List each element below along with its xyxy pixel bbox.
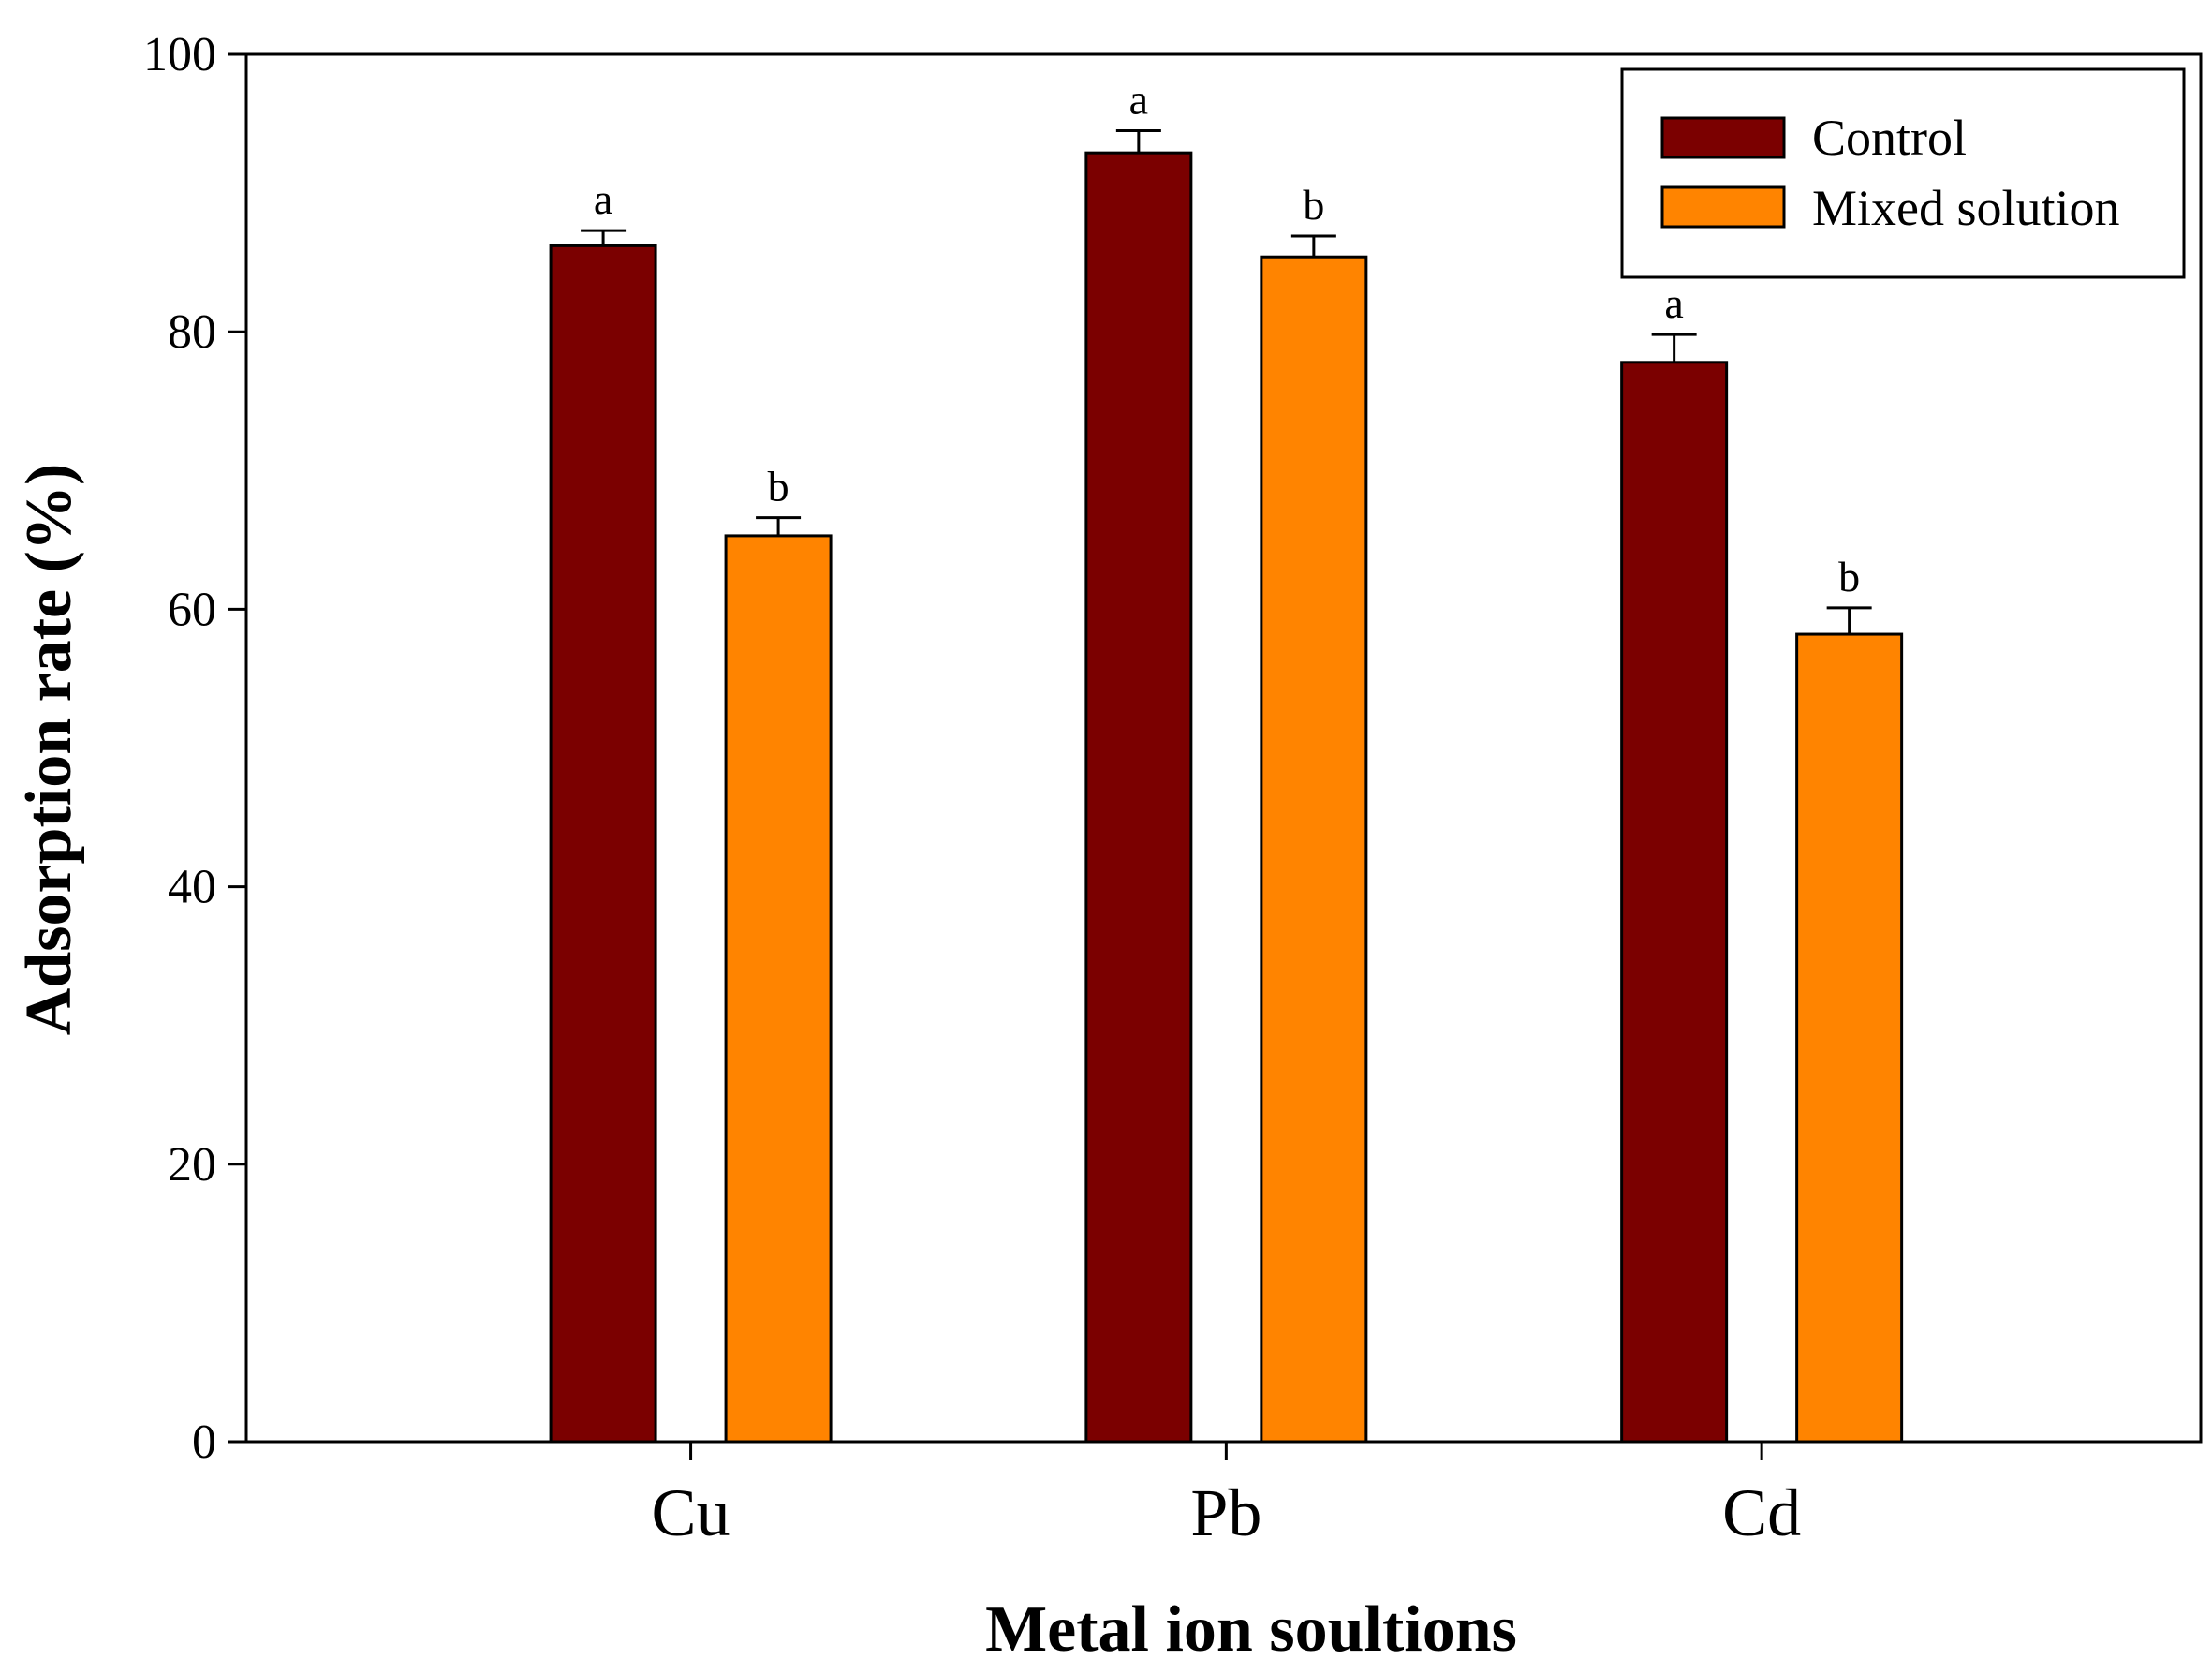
bar-control-cu	[549, 244, 657, 1444]
bar-control-cd	[1620, 361, 1729, 1444]
legend-box	[1620, 67, 2186, 279]
bar-control-pb	[1084, 151, 1193, 1444]
legend-swatch-control	[1660, 116, 1786, 159]
y-axis-ticks: 0 20 40 60 80 100	[143, 28, 246, 1469]
y-axis-title: Adsorption rate (%)	[13, 464, 85, 1035]
x-tick-label-pb: Pb	[1190, 1475, 1261, 1550]
x-axis-title: Metal ion soultions	[985, 1593, 1517, 1666]
bar-series: a b a b a b	[549, 75, 1904, 1444]
significance-label-mixed-solution-cu: b	[768, 463, 789, 511]
x-tick-label-cu: Cu	[652, 1475, 730, 1550]
significance-label-control-cu: a	[594, 175, 612, 223]
y-tick-label: 40	[168, 861, 216, 914]
significance-label-mixed-solution-pb: b	[1303, 181, 1324, 229]
bar-mixed-solution-cu	[724, 534, 833, 1444]
y-tick-label: 60	[168, 583, 216, 636]
legend-swatch-mixed-solution	[1660, 185, 1786, 229]
y-tick-label: 0	[192, 1415, 216, 1469]
bar-mixed-solution-cd	[1795, 632, 1904, 1444]
x-tick-label-cd: Cd	[1722, 1475, 1801, 1550]
legend-label-mixed-solution: Mixed solution	[1812, 180, 2120, 236]
y-tick-label: 100	[143, 28, 216, 81]
significance-label-mixed-solution-cd: b	[1838, 553, 1860, 600]
legend: Control Mixed solution	[1620, 67, 2186, 279]
significance-label-control-pb: a	[1129, 75, 1148, 123]
y-tick-label: 80	[168, 305, 216, 359]
bar-mixed-solution-pb	[1260, 255, 1368, 1444]
y-tick-label: 20	[168, 1138, 216, 1192]
legend-label-control: Control	[1812, 110, 1967, 166]
significance-label-control-cd: a	[1664, 279, 1683, 327]
x-axis-ticks: Cu Pb Cd	[652, 1442, 1801, 1550]
plot-frame	[244, 52, 2203, 1444]
